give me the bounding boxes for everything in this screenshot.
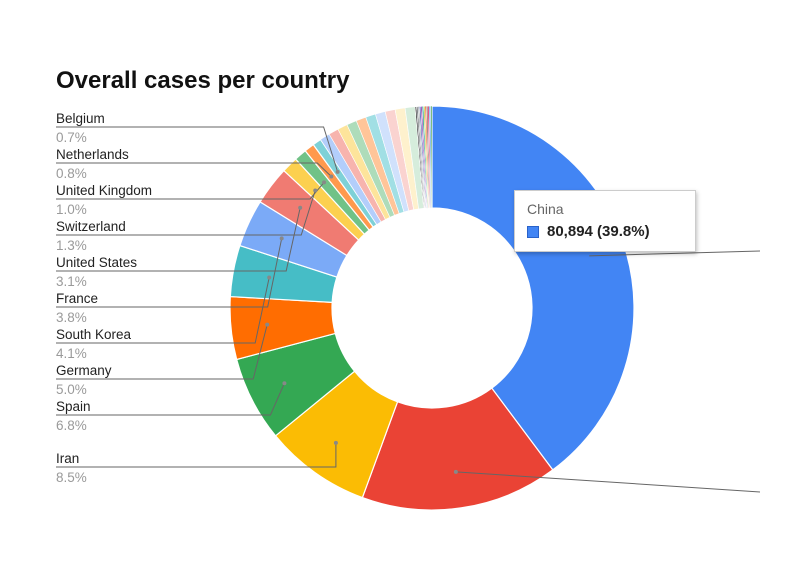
label-united-kingdom: United Kingdom [56,183,152,198]
leader-spain [56,382,285,416]
label-pct-iran: 8.5% [56,470,87,485]
label-pct-germany: 5.0% [56,382,87,397]
label-iran: Iran [56,451,79,466]
leader-dot-switzerland [313,188,318,193]
label-france: France [56,291,98,306]
leader-france [56,238,283,308]
label-switzerland: Switzerland [56,219,126,234]
leader-south-korea [56,277,270,344]
label-belgium: Belgium [56,111,105,126]
chart-title: Overall cases per country [56,67,350,94]
slice-italy [361,387,554,511]
leader-dot-south-korea [267,275,272,280]
label-pct-belgium: 0.7% [56,130,87,145]
leader-united-states [56,207,301,272]
leader-lines [56,126,761,493]
leader-dot-united-states [298,205,303,210]
leader-dot-germany [265,322,270,327]
slice-other-22 [430,105,433,209]
leader-dot-united-kingdom [322,180,327,185]
label-germany: Germany [56,363,112,378]
label-pct-spain: 6.8% [56,418,87,433]
leader-dot-italy [453,469,458,474]
tooltip-color-swatch [527,225,539,238]
label-south-korea: South Korea [56,327,132,342]
leader-switzerland [56,190,316,236]
label-pct-switzerland: 1.3% [56,238,87,253]
donut-slices [229,105,635,511]
leader-dot-belgium [335,169,340,174]
label-pct-netherlands: 0.8% [56,166,87,181]
leader-germany [56,324,268,380]
leader-dot-netherlands [329,174,334,179]
label-netherlands: Netherlands [56,147,129,162]
leader-iran [56,442,337,468]
leader-italy [455,471,761,493]
tooltip-value: 80,894 (39.8%) [547,223,650,240]
leader-belgium [56,126,339,173]
label-pct-united-kingdom: 1.0% [56,202,87,217]
slice-labels: Belgium 0.7% Netherlands 0.8% United Kingdom… [56,111,152,485]
label-pct-united-states: 3.1% [56,274,87,289]
label-spain: Spain [56,399,91,414]
china-tooltip: China 80,894 (39.8%) [514,190,696,252]
label-pct-france: 3.8% [56,310,87,325]
leader-dot-spain [282,381,287,386]
label-united-states: United States [56,255,137,270]
label-pct-south-korea: 4.1% [56,346,87,361]
leader-china [589,250,761,257]
leader-dot-france [279,236,284,241]
leader-netherlands [56,162,332,177]
leader-dot-iran [333,440,338,445]
tooltip-country: China [527,201,564,217]
